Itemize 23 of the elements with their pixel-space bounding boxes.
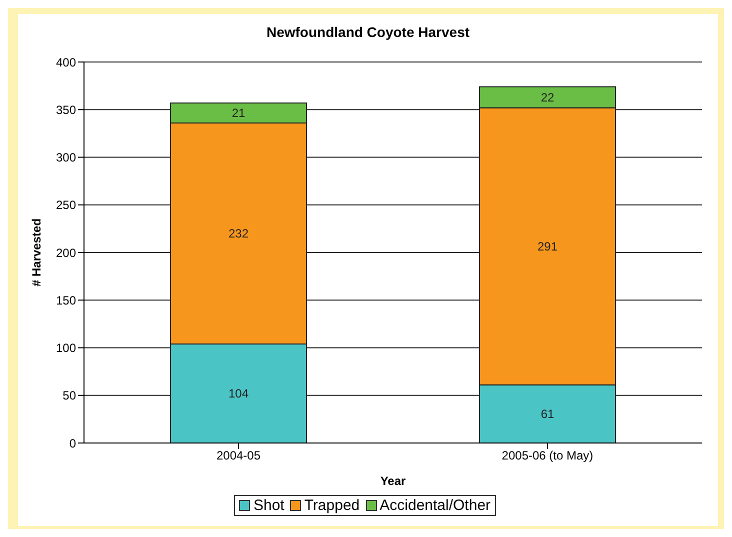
x-tick-label: 2005-06 (to May) [502, 448, 594, 463]
chart-title: Newfoundland Coyote Harvest [265, 24, 471, 40]
legend-label: Accidental/Other [378, 497, 491, 514]
data-label: 232 [228, 226, 249, 241]
y-tick-label: 150 [56, 293, 76, 308]
y-tick-label: 50 [62, 388, 76, 403]
data-label: 104 [228, 386, 249, 401]
data-label: 291 [538, 240, 558, 254]
data-label: 61 [540, 407, 555, 422]
y-axis-title: # Harvested [29, 218, 44, 287]
y-tick-label: 250 [56, 198, 76, 212]
y-tick-label: 350 [56, 102, 76, 117]
legend-label: Trapped [303, 497, 360, 514]
data-label: 21 [232, 106, 246, 120]
x-tick-label: 2004-05 [216, 448, 261, 463]
data-label: 22 [540, 90, 555, 105]
legend-label: Shot [252, 497, 284, 514]
y-tick-label: 400 [56, 55, 76, 70]
y-tick-label: 200 [56, 246, 76, 260]
y-tick-label: 0 [69, 436, 76, 450]
x-axis-title: Year [380, 474, 406, 488]
y-tick-label: 100 [56, 341, 76, 356]
y-tick-label: 300 [56, 150, 76, 165]
